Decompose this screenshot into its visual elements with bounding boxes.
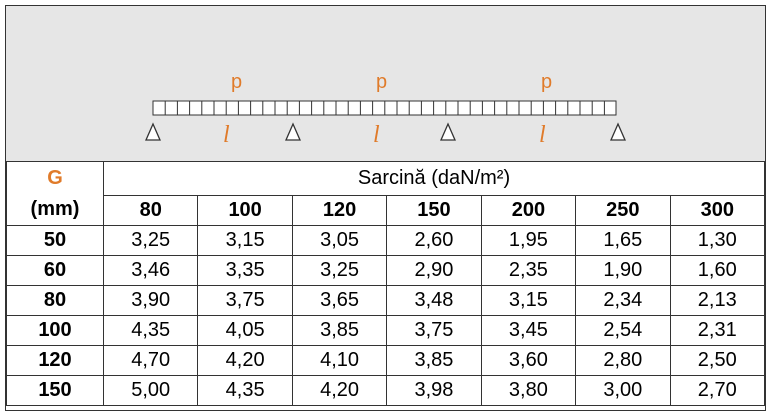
cell: 1,30 bbox=[669, 224, 766, 256]
cell: 1,65 bbox=[575, 224, 671, 256]
cell: 3,75 bbox=[197, 284, 293, 316]
cell: 3,80 bbox=[480, 374, 577, 406]
cell: 2,13 bbox=[669, 284, 766, 316]
cell: 4,05 bbox=[197, 314, 293, 346]
cell: 2,70 bbox=[669, 374, 766, 406]
support bbox=[610, 122, 626, 141]
cell: 4,70 bbox=[102, 344, 199, 376]
support bbox=[440, 122, 456, 141]
cell: 3,85 bbox=[386, 344, 482, 376]
column-header: 250 bbox=[575, 194, 671, 226]
table-row: 60 3,46 3,35 3,25 2,90 2,35 1,90 1,60 bbox=[6, 254, 766, 286]
cell: 3,65 bbox=[291, 284, 388, 316]
support bbox=[285, 122, 301, 141]
row-header: 120 bbox=[6, 344, 104, 376]
cell: 2,35 bbox=[480, 254, 577, 286]
cell: 1,60 bbox=[669, 254, 766, 286]
cell: 4,10 bbox=[291, 344, 388, 376]
cell: 4,20 bbox=[197, 344, 293, 376]
cell: 3,15 bbox=[197, 224, 293, 256]
table-row: 120 4,70 4,20 4,10 3,85 3,60 2,80 2,50 bbox=[6, 344, 766, 376]
cell: 2,50 bbox=[669, 344, 766, 376]
cell: 3,48 bbox=[386, 284, 482, 316]
span-label: l bbox=[539, 122, 546, 148]
row-header: 60 bbox=[6, 254, 104, 286]
cell: 3,25 bbox=[102, 224, 199, 256]
cell: 3,85 bbox=[291, 314, 388, 346]
row-header: 80 bbox=[6, 284, 104, 316]
span-label: l bbox=[373, 122, 380, 148]
cell: 3,75 bbox=[386, 314, 482, 346]
cell: 3,00 bbox=[575, 374, 671, 406]
column-header: 150 bbox=[386, 194, 482, 226]
group-header: Sarcină (daN/m²) bbox=[103, 161, 765, 196]
support bbox=[145, 122, 161, 141]
cell: 3,46 bbox=[102, 254, 199, 286]
table-row: 150 5,00 4,35 4,20 3,98 3,80 3,00 2,70 bbox=[6, 374, 766, 406]
cell: 2,80 bbox=[575, 344, 671, 376]
table-row: 100 4,35 4,05 3,85 3,75 3,45 2,54 2,31 bbox=[6, 314, 766, 346]
span-label: l bbox=[223, 122, 230, 148]
g-label: G bbox=[6, 161, 104, 195]
diagram-panel: p p p l l l bbox=[6, 6, 765, 161]
column-header: 120 bbox=[291, 194, 388, 226]
column-header: 300 bbox=[669, 194, 766, 226]
column-header: 80 bbox=[102, 194, 199, 226]
load-label: p bbox=[231, 71, 242, 93]
load-label: p bbox=[541, 71, 552, 93]
load-label: p bbox=[376, 71, 387, 93]
cell: 2,34 bbox=[575, 284, 671, 316]
cell: 2,90 bbox=[386, 254, 482, 286]
cell: 2,60 bbox=[386, 224, 482, 256]
column-header: 100 bbox=[197, 194, 293, 226]
cell: 3,35 bbox=[197, 254, 293, 286]
cell: 4,20 bbox=[291, 374, 388, 406]
cell: 4,35 bbox=[197, 374, 293, 406]
cell: 3,15 bbox=[480, 284, 577, 316]
cell: 1,90 bbox=[575, 254, 671, 286]
table-row: 50 3,25 3,15 3,05 2,60 1,95 1,65 1,30 bbox=[6, 224, 766, 256]
row-header: 100 bbox=[6, 314, 104, 346]
cell: 2,31 bbox=[669, 314, 766, 346]
column-header: 200 bbox=[480, 194, 577, 226]
cell: 4,35 bbox=[102, 314, 199, 346]
row-header: 150 bbox=[6, 374, 104, 406]
table-row: 80 3,90 3,75 3,65 3,48 3,15 2,34 2,13 bbox=[6, 284, 766, 316]
cell: 3,45 bbox=[480, 314, 577, 346]
cell: 3,98 bbox=[386, 374, 482, 406]
cell: 3,25 bbox=[291, 254, 388, 286]
table: G Sarcină (daN/m²) (mm) 80 100 120 150 200 25… bbox=[6, 161, 766, 406]
cell: 3,60 bbox=[480, 344, 577, 376]
cell: 2,54 bbox=[575, 314, 671, 346]
row-header: 50 bbox=[6, 224, 104, 256]
cell: 1,95 bbox=[480, 224, 577, 256]
cell: 3,05 bbox=[291, 224, 388, 256]
cell: 3,90 bbox=[102, 284, 199, 316]
cell: 5,00 bbox=[102, 374, 199, 406]
g-unit: (mm) bbox=[6, 195, 104, 226]
beam-diagram: p p p l l l bbox=[145, 71, 626, 148]
